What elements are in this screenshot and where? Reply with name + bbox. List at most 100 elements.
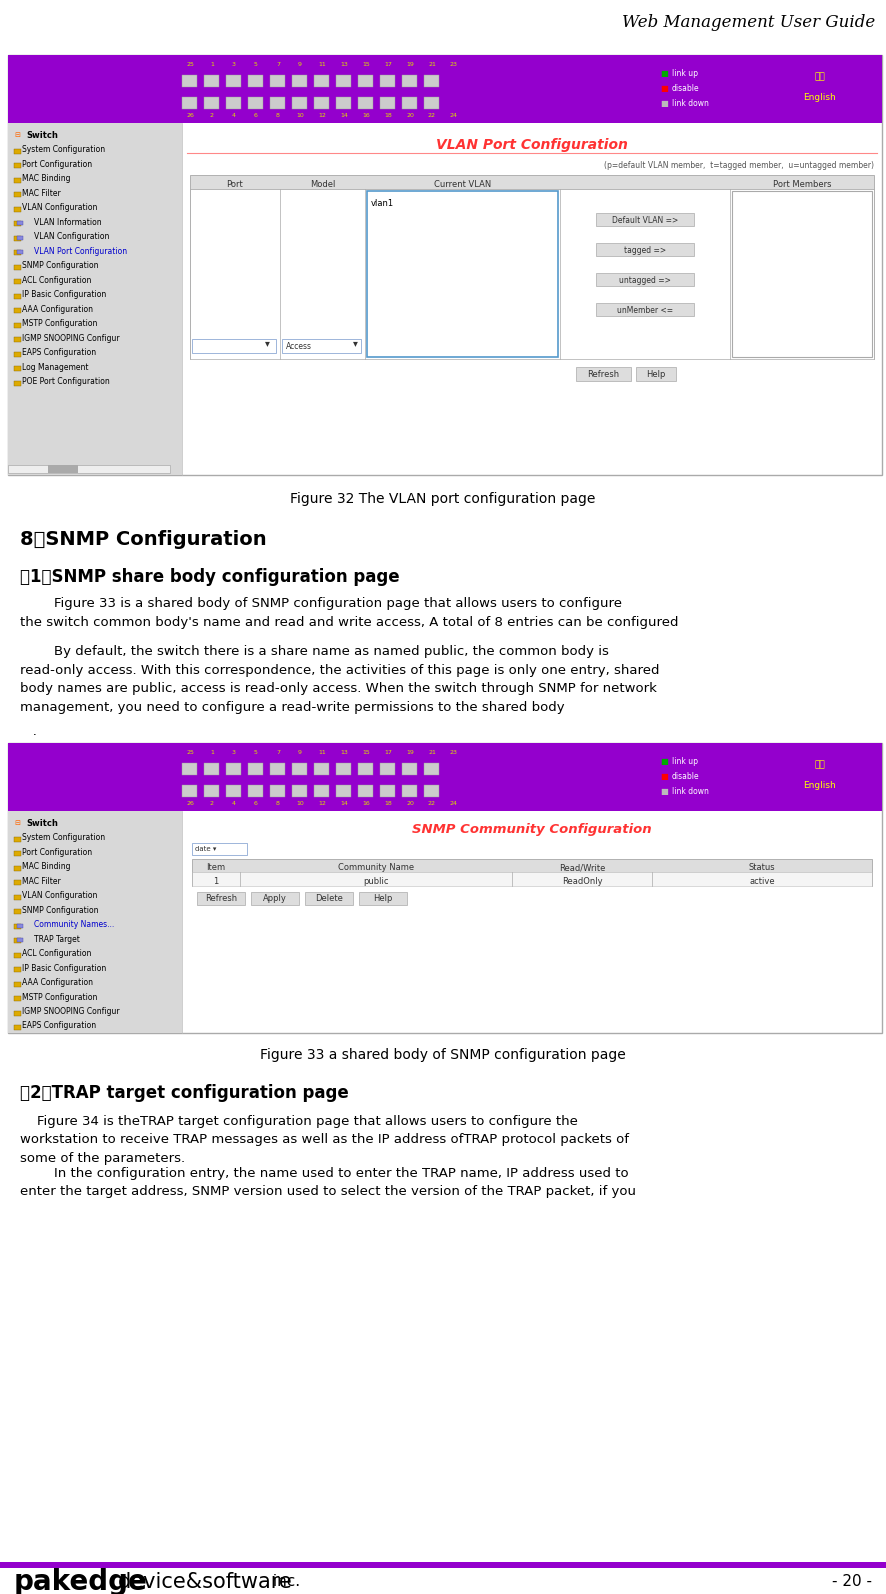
Text: MSTP Configuration: MSTP Configuration: [22, 993, 97, 1001]
Text: ▾: ▾: [353, 338, 358, 347]
Text: Delete: Delete: [315, 894, 343, 902]
Bar: [576, 367, 631, 381]
Text: POE Port Configuration: POE Port Configuration: [22, 378, 110, 386]
Text: 22: 22: [428, 800, 436, 805]
Bar: [270, 75, 285, 88]
Bar: [14, 163, 21, 167]
Text: 21: 21: [428, 62, 436, 67]
Bar: [359, 893, 407, 905]
Text: 26: 26: [186, 800, 194, 805]
Text: tagged =>: tagged =>: [624, 245, 666, 255]
Bar: [14, 293, 21, 298]
Bar: [314, 784, 329, 797]
Text: Item: Item: [206, 862, 226, 872]
Bar: [14, 222, 21, 226]
Bar: [402, 97, 417, 108]
Text: 22: 22: [428, 113, 436, 118]
Text: 5: 5: [254, 62, 258, 67]
Text: ■: ■: [660, 83, 668, 92]
Text: date ▾: date ▾: [195, 846, 216, 853]
Bar: [732, 191, 872, 357]
Text: link up: link up: [672, 69, 698, 78]
Bar: [251, 893, 299, 905]
Text: IP Basic Configuration: IP Basic Configuration: [22, 963, 106, 972]
Text: （2）TRAP target configuration page: （2）TRAP target configuration page: [20, 1084, 349, 1101]
Text: TRAP Target: TRAP Target: [34, 934, 80, 944]
Bar: [14, 265, 21, 269]
Bar: [14, 866, 21, 870]
Bar: [14, 148, 21, 153]
Text: Apply: Apply: [263, 894, 287, 902]
Bar: [17, 236, 23, 239]
Bar: [636, 367, 676, 381]
Text: 11: 11: [318, 62, 326, 67]
Bar: [0, 1562, 886, 1568]
Bar: [14, 923, 21, 928]
Bar: [8, 743, 882, 811]
Bar: [8, 56, 882, 475]
Bar: [596, 303, 694, 316]
Bar: [14, 1011, 21, 1015]
Bar: [358, 75, 373, 88]
Text: AAA Configuration: AAA Configuration: [22, 304, 93, 314]
Bar: [248, 764, 263, 775]
Text: 17: 17: [384, 62, 392, 67]
Text: Port Configuration: Port Configuration: [22, 159, 92, 169]
Text: 1: 1: [214, 877, 219, 886]
Text: VLAN Port Configuration: VLAN Port Configuration: [436, 139, 628, 151]
Text: link up: link up: [672, 757, 698, 765]
Text: 13: 13: [340, 62, 348, 67]
Text: Switch: Switch: [26, 818, 58, 827]
Text: VLAN Information: VLAN Information: [34, 217, 102, 226]
Text: Switch: Switch: [26, 131, 58, 140]
Text: ACL Configuration: ACL Configuration: [22, 948, 91, 958]
Text: 2: 2: [210, 800, 214, 805]
Text: Figure 33 a shared body of SNMP configuration page: Figure 33 a shared body of SNMP configur…: [260, 1047, 626, 1062]
Bar: [14, 1025, 21, 1030]
Bar: [424, 784, 439, 797]
Text: 8: 8: [276, 113, 280, 118]
Text: In the configuration entry, the name used to enter the TRAP name, IP address use: In the configuration entry, the name use…: [20, 1167, 636, 1199]
Text: 中文: 中文: [814, 72, 826, 81]
Text: English: English: [804, 92, 836, 102]
Bar: [424, 97, 439, 108]
Bar: [14, 322, 21, 327]
Bar: [14, 837, 21, 842]
Bar: [182, 784, 197, 797]
Bar: [226, 97, 241, 108]
Text: IP Basic Configuration: IP Basic Configuration: [22, 290, 106, 300]
Bar: [248, 75, 263, 88]
Text: 中文: 中文: [814, 760, 826, 770]
Text: MAC Binding: MAC Binding: [22, 174, 71, 183]
Text: 6: 6: [254, 113, 258, 118]
Bar: [380, 97, 395, 108]
Bar: [402, 784, 417, 797]
Bar: [14, 191, 21, 198]
Bar: [8, 465, 170, 473]
Bar: [424, 764, 439, 775]
Text: vlan1: vlan1: [371, 199, 394, 207]
Bar: [182, 764, 197, 775]
Bar: [596, 242, 694, 257]
Text: VLAN Configuration: VLAN Configuration: [22, 202, 97, 212]
Text: （1）SNMP share body configuration page: （1）SNMP share body configuration page: [20, 567, 400, 587]
Text: MAC Filter: MAC Filter: [22, 877, 61, 886]
Text: Figure 33 is a shared body of SNMP configuration page that allows users to confi: Figure 33 is a shared body of SNMP confi…: [20, 598, 679, 628]
Text: 18: 18: [385, 113, 392, 118]
Text: Refresh: Refresh: [205, 894, 237, 902]
Text: IGMP SNOOPING Configur: IGMP SNOOPING Configur: [22, 333, 120, 343]
Text: 24: 24: [450, 800, 458, 805]
Text: 18: 18: [385, 800, 392, 805]
Bar: [336, 75, 351, 88]
Bar: [226, 764, 241, 775]
Text: 16: 16: [362, 800, 369, 805]
Text: - 20 -: - 20 -: [832, 1575, 872, 1589]
Text: ■: ■: [660, 99, 668, 107]
Text: SNMP Configuration: SNMP Configuration: [22, 261, 98, 269]
Text: VLAN Configuration: VLAN Configuration: [22, 891, 97, 901]
Bar: [14, 880, 21, 885]
Text: .: .: [20, 725, 37, 738]
Text: 20: 20: [406, 113, 414, 118]
Text: 23: 23: [450, 62, 458, 67]
Bar: [270, 764, 285, 775]
